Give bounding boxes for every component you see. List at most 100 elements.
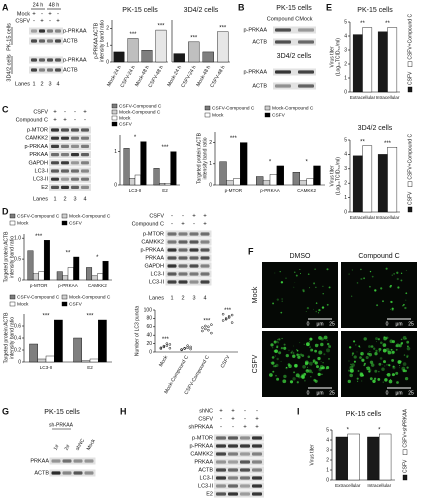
y-label: Targeted protein:ACTB [3, 231, 9, 283]
x-tick-label: Intracellular [376, 215, 400, 220]
fluorescent-spot [353, 340, 356, 343]
y-tick-label: 60 [146, 324, 152, 330]
legend-swatch [264, 105, 271, 111]
fluorescent-spot [283, 343, 286, 346]
fluorescent-spot [348, 273, 350, 275]
blot-strip [49, 175, 91, 183]
significance: * [378, 428, 381, 434]
fluorescent-spot [379, 341, 383, 345]
y-tick-label: 0 [114, 182, 117, 188]
band-label: LC3-II [198, 483, 213, 489]
dot [204, 324, 207, 328]
fluorescent-spot [310, 376, 312, 378]
fluorescent-spot [301, 374, 305, 379]
lanes-label: Lanes [15, 81, 30, 87]
fluorescent-spot [382, 348, 387, 353]
fluorescent-spot [371, 275, 374, 278]
fluorescent-spot [306, 362, 309, 365]
fluorescent-spot [357, 370, 360, 372]
fluorescent-spot [299, 269, 301, 270]
condition-sign: - [232, 425, 234, 431]
bar [102, 260, 109, 281]
column-label: Compound C [358, 253, 399, 260]
lane-number: 2 [181, 295, 184, 301]
blot-strip [214, 490, 264, 498]
band-label: PRKAA [29, 152, 48, 158]
band-label: PRKAA [194, 459, 213, 465]
condition-sign: + [203, 214, 207, 220]
fluorescent-spot [278, 338, 281, 341]
fluorescent-spot [271, 356, 275, 359]
fluorescent-spot [292, 345, 294, 347]
band-label: p-MTOR [192, 435, 213, 441]
dot [224, 317, 228, 321]
fluorescent-spot [292, 351, 295, 355]
fluorescent-spot [308, 341, 311, 343]
legend-label: CSFV [407, 71, 413, 85]
lane-number: 4 [56, 81, 59, 87]
y-tick-label: 1 [344, 75, 347, 81]
fluorescent-spot [376, 341, 377, 343]
blot-strip [214, 466, 264, 474]
blot-band [47, 68, 53, 72]
blot-band [240, 460, 250, 464]
blot-band [31, 68, 37, 72]
fluorescent-spot [349, 373, 353, 378]
y-tick-label: 3 [344, 166, 347, 172]
fluorescent-spot [370, 345, 374, 348]
fluorescent-spot [281, 337, 283, 340]
blot-band [71, 153, 79, 157]
lane-number: 4 [83, 196, 86, 202]
band-label: ACTB [252, 39, 267, 45]
condition-sign: - [220, 417, 222, 423]
column-label: Mock [86, 438, 97, 452]
y-tick-label: 80 [146, 316, 152, 322]
panel-label: I [297, 406, 300, 416]
fluorescent-spot [406, 340, 410, 344]
y-label: p-PRKAA:ACTB [93, 22, 99, 59]
significance: * [134, 135, 137, 141]
fluorescent-spot [326, 342, 330, 346]
y-tick-label: 0 [344, 89, 347, 95]
blot-band [275, 70, 291, 74]
blot-strip [165, 238, 212, 246]
lane-number: 1 [170, 295, 173, 301]
condition-sign: - [64, 110, 66, 116]
blot-band [252, 460, 262, 464]
fluorescent-spot [285, 353, 289, 358]
fluorescent-spot [313, 282, 316, 285]
panel-label: E [326, 2, 332, 12]
blot-strip [214, 474, 264, 482]
significance: ** [66, 251, 71, 257]
legend-label: Mock [17, 301, 29, 307]
fluorescent-spot [392, 366, 396, 370]
y-tick-label: 40 [146, 333, 152, 339]
y-tick-label: 20 [146, 341, 152, 347]
condition-sign: - [74, 110, 76, 116]
bar [233, 178, 241, 186]
fluorescent-spot [303, 343, 306, 346]
dot [204, 327, 207, 331]
blot-band [240, 468, 250, 472]
y-label: Virus titer [329, 165, 335, 186]
fluorescent-spot [368, 345, 371, 348]
fluorescent-spot [271, 346, 274, 349]
dot [189, 345, 192, 349]
blot-strip [165, 278, 212, 286]
blot-band [31, 39, 37, 43]
fluorescent-spot [301, 354, 305, 357]
legend-swatch [111, 115, 118, 121]
fluorescent-spot [294, 363, 298, 368]
condition-sign: - [244, 417, 246, 423]
fluorescent-spot [361, 380, 363, 382]
band-label: ACTB [34, 470, 49, 476]
y-tick-label: 4 [326, 437, 329, 443]
y-tick-label: 5 [344, 137, 347, 143]
fluorescent-spot [389, 339, 394, 344]
dot [159, 346, 163, 350]
lane-number: 2 [63, 196, 66, 202]
condition-sign: + [255, 425, 259, 431]
x-tick-label: p-MTOR [30, 283, 48, 288]
blot-band [81, 185, 89, 189]
blot-strip [49, 167, 91, 175]
